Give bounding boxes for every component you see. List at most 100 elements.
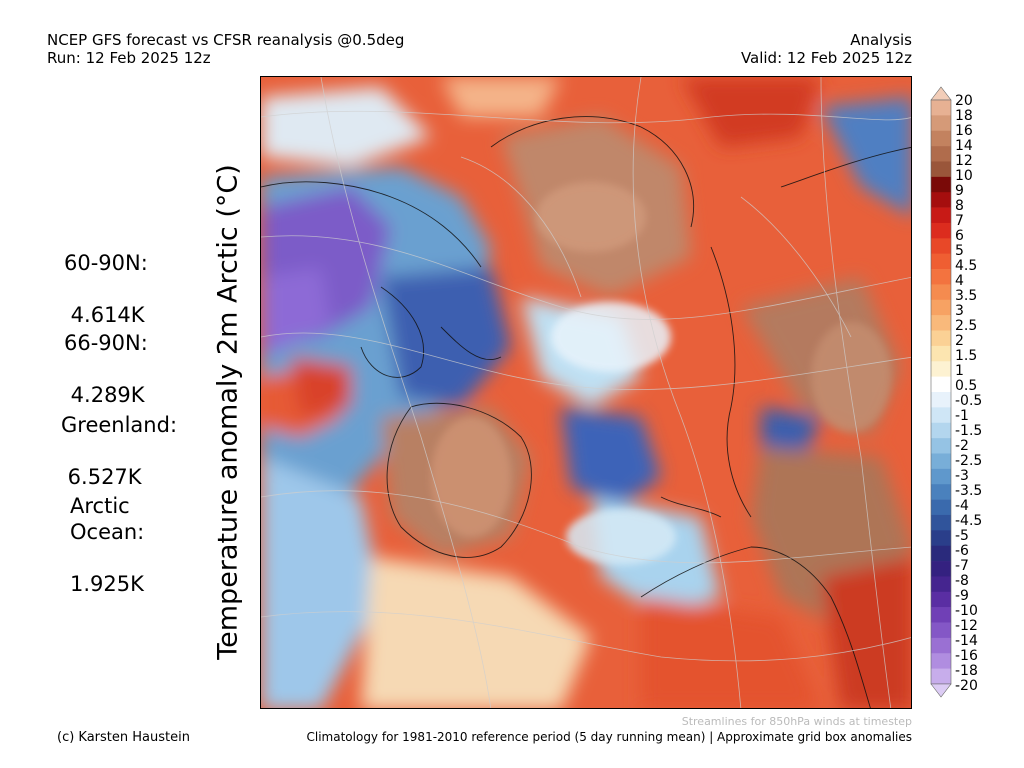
colorbar-swatch — [931, 576, 951, 593]
colorbar-tick-label: 1.5 — [955, 348, 978, 364]
map-title: NCEP GFS forecast vs CFSR reanalysis @0.… — [47, 31, 404, 67]
colorbar-arrow-down — [930, 683, 952, 698]
stat-value: 1.925K — [70, 572, 144, 596]
colorbar-swatch — [931, 438, 951, 454]
stat-arctic-ocean: Arctic Ocean: 1.925K — [70, 467, 144, 623]
colorbar-swatch — [931, 484, 951, 500]
title-line-1: NCEP GFS forecast vs CFSR reanalysis @0.… — [47, 31, 405, 49]
colorbar-tick-label: -8 — [955, 573, 969, 589]
colorbar-swatch — [931, 653, 951, 669]
colorbar-tick-label: 20 — [955, 93, 973, 109]
colorbar-tick-label: -9 — [955, 588, 969, 604]
credit: (c) Karsten Haustein — [57, 730, 190, 745]
stat-value: 4.289K — [64, 383, 145, 407]
colorbar-tick-label: -20 — [955, 678, 978, 694]
colorbar-tick-label: 10 — [955, 168, 973, 184]
colorbar-swatch — [931, 392, 951, 408]
colorbar-swatch — [931, 591, 951, 608]
colorbar-arrow-up — [930, 86, 952, 101]
colorbar-tick-label: -0.5 — [955, 393, 983, 409]
colorbar-swatch — [931, 238, 951, 254]
stat-label: Greenland: — [61, 413, 178, 437]
y-axis-label: Temperature anomaly 2m Arctic (°C) — [212, 164, 244, 660]
colorbar-swatch — [931, 222, 951, 239]
colorbar-tick-label: -6 — [955, 543, 969, 559]
colorbar-tick-label: 8 — [955, 198, 964, 214]
colorbar-swatch — [931, 161, 951, 178]
colorbar-tick-label: 4.5 — [955, 258, 978, 274]
colorbar-swatch — [931, 422, 951, 439]
analysis-label: Analysis — [850, 31, 912, 49]
valid-time: Valid: 12 Feb 2025 12z — [740, 49, 912, 67]
colorbar-swatch — [931, 176, 951, 193]
colorbar-tick-label: -2 — [955, 438, 969, 454]
colorbar-tick-label: 0.5 — [955, 378, 978, 394]
colorbar-swatch — [931, 530, 951, 546]
colorbar-tick-label: -10 — [955, 603, 978, 619]
stat-greenland: Greenland: 6.527K — [61, 386, 177, 516]
stat-label: Arctic Ocean: — [70, 494, 145, 544]
colorbar-swatch — [931, 622, 951, 639]
colorbar-tick-label: -3.5 — [955, 483, 983, 499]
colorbar-tick-label: -4 — [955, 498, 969, 514]
colorbar-swatch — [931, 453, 951, 470]
colorbar-tick-label: -12 — [955, 618, 978, 634]
streamline-note: Streamlines for 850hPa winds at timestep — [681, 715, 912, 728]
colorbar-tick-label: 4 — [955, 273, 964, 289]
colorbar — [930, 86, 952, 698]
stat-label: 66-90N: — [64, 331, 148, 355]
colorbar-swatch — [931, 668, 951, 685]
colorbar-tick-label: 16 — [955, 123, 973, 139]
colorbar-tick-label: -14 — [955, 633, 978, 649]
colorbar-swatch — [931, 315, 951, 331]
arctic-anomaly-map — [260, 76, 912, 709]
stat-label: 60-90N: — [64, 251, 148, 275]
colorbar-swatch — [931, 345, 951, 362]
colorbar-tick-label: -5 — [955, 528, 969, 544]
colorbar-swatch — [931, 146, 951, 162]
climatology-note: Climatology for 1981-2010 reference peri… — [306, 730, 913, 744]
colorbar-swatch — [931, 299, 951, 316]
colorbar-tick-label: 7 — [955, 213, 964, 229]
colorbar-tick-label: 14 — [955, 138, 973, 154]
colorbar-tick-label: -2.5 — [955, 453, 983, 469]
colorbar-swatch — [931, 192, 951, 208]
colorbar-swatch — [931, 284, 951, 301]
map-image — [261, 77, 911, 708]
colorbar-swatch — [931, 100, 951, 116]
colorbar-tick-label: 2 — [955, 333, 964, 349]
colorbar-tick-label: 6 — [955, 228, 964, 244]
colorbar-tick-label: 1 — [955, 363, 964, 379]
colorbar-tick-label: -18 — [955, 663, 978, 679]
colorbar-tick-label: 9 — [955, 183, 964, 199]
colorbar-swatch — [931, 376, 951, 393]
colorbar-swatch — [931, 499, 951, 516]
colorbar-tick-label: -1.5 — [955, 423, 983, 439]
stat-value: 4.614K — [64, 303, 145, 327]
colorbar-swatch — [931, 253, 951, 270]
colorbar-tick-label: 3.5 — [955, 288, 978, 304]
stat-66-90n: 66-90N: 4.289K — [64, 304, 148, 434]
colorbar-tick-label: 5 — [955, 243, 964, 259]
colorbar-swatch — [931, 330, 951, 347]
colorbar-swatch — [931, 361, 951, 377]
stat-value: 6.527K — [61, 465, 142, 489]
colorbar-swatch — [931, 407, 951, 424]
colorbar-tick-label: 12 — [955, 153, 973, 169]
run-time: Run: 12 Feb 2025 12z — [47, 49, 211, 67]
colorbar-swatch — [931, 468, 951, 485]
stat-60-90n: 60-90N: 4.614K — [64, 224, 148, 354]
colorbar-tick-label: 18 — [955, 108, 973, 124]
colorbar-swatch — [931, 637, 951, 654]
valid-time-block: Analysis Valid: 12 Feb 2025 12z — [741, 31, 912, 67]
colorbar-swatch — [931, 561, 951, 577]
colorbar-swatch — [931, 207, 951, 224]
colorbar-tick-label: -16 — [955, 648, 978, 664]
colorbar-tick-label: -1 — [955, 408, 969, 424]
colorbar-swatch — [931, 115, 951, 132]
colorbar-tick-label: 2.5 — [955, 318, 978, 334]
colorbar-swatch — [931, 545, 951, 562]
colorbar-swatch — [931, 269, 951, 285]
colorbar-tick-label: -4.5 — [955, 513, 983, 529]
colorbar-swatch — [931, 130, 951, 147]
